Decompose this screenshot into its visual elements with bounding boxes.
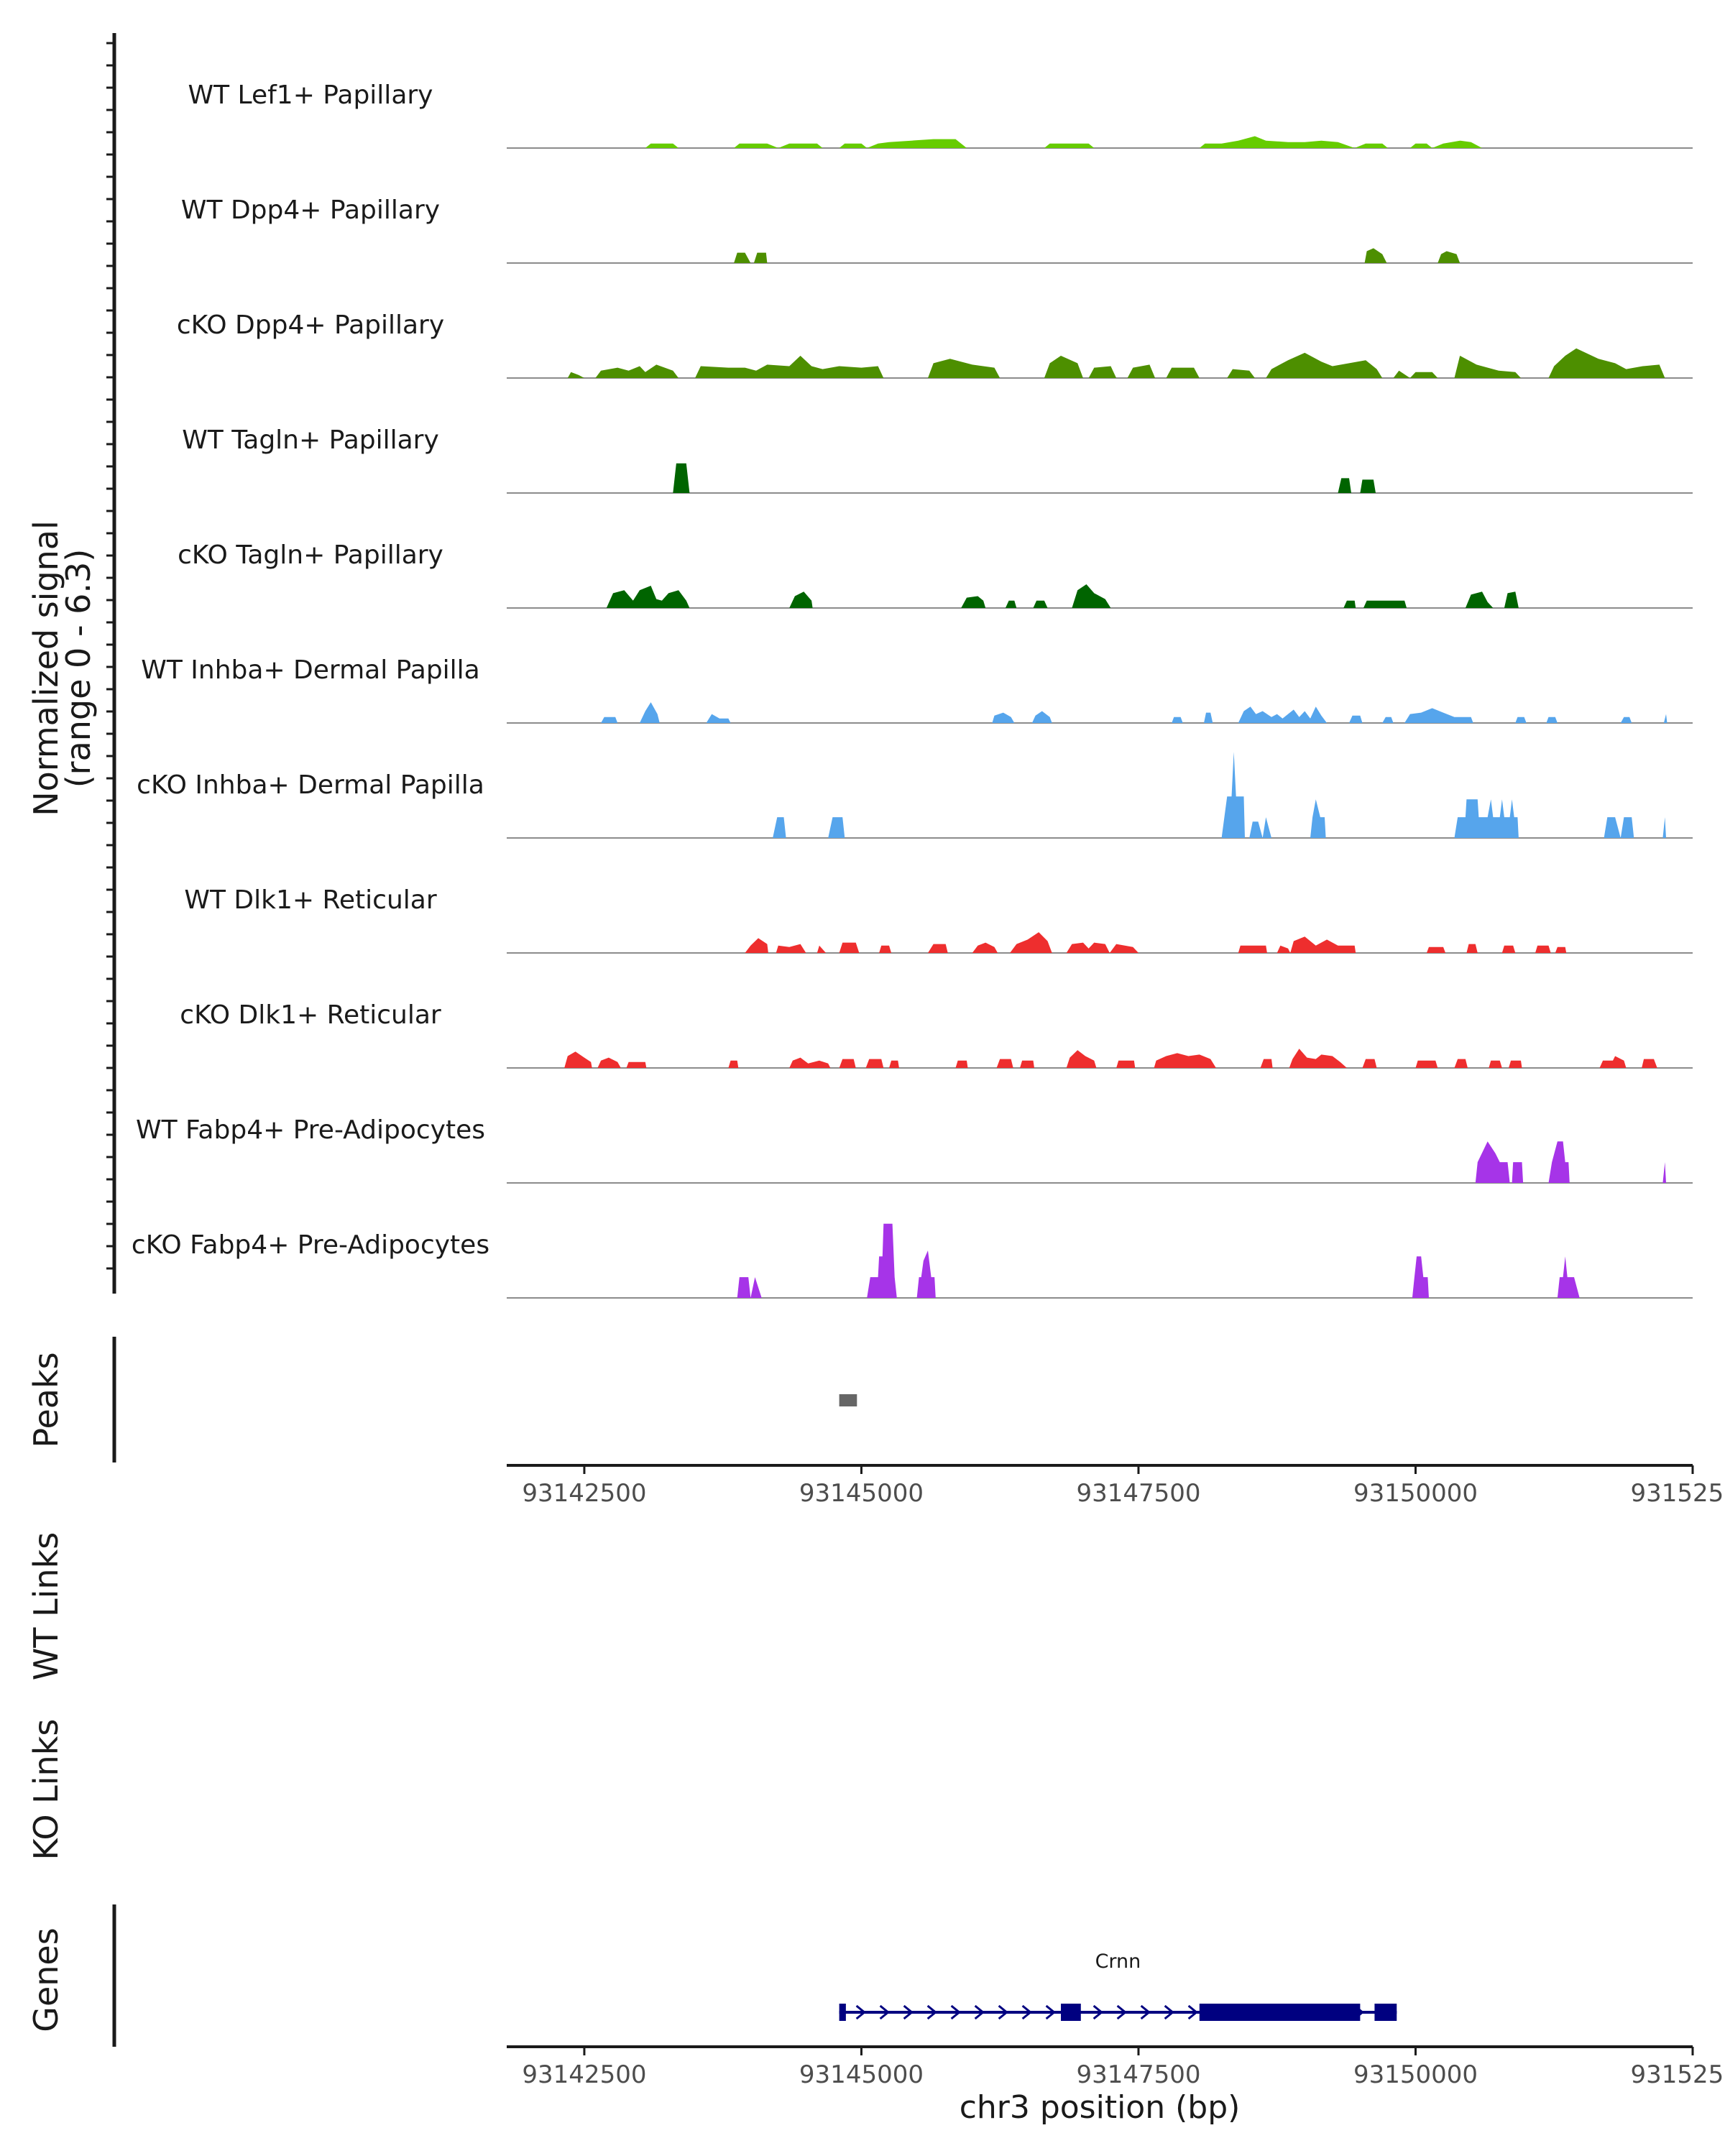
signal-axis-title: Normalized signal	[27, 520, 65, 816]
x-tick-label: 93147500	[1076, 2060, 1200, 2089]
coverage-area	[737, 1223, 1580, 1298]
gene-exon	[1061, 2004, 1081, 2021]
track-label: WT Lef1+ Papillary	[188, 80, 433, 110]
track-label: WT Fabp4+ Pre-Adipocytes	[136, 1115, 485, 1145]
x-tick-label: 93145000	[799, 2060, 924, 2089]
strand-arrow	[1164, 2004, 1174, 2020]
track-label: cKO Inhba+ Dermal Papilla	[137, 770, 484, 800]
track-2: WT Dpp4+ Papillary	[181, 195, 1693, 264]
ko-links-title: KO Links	[27, 1719, 65, 1861]
coverage-area	[595, 136, 1482, 148]
x-tick-label: 93145000	[799, 1479, 924, 1508]
track-8: WT Dlk1+ Reticular	[184, 885, 1693, 954]
strand-arrow	[1140, 2004, 1151, 2020]
coverage-area	[567, 348, 1665, 378]
gene-track: Crnn	[839, 1950, 1397, 2021]
track-label: cKO Dpp4+ Papillary	[177, 310, 444, 340]
coverage-area	[673, 463, 1376, 493]
strand-arrow	[855, 2004, 866, 2020]
track-6: WT Inhba+ Dermal Papilla	[141, 655, 1693, 724]
strand-arrow	[1045, 2004, 1056, 2020]
gene-exon	[839, 2004, 846, 2021]
strand-arrow	[926, 2004, 937, 2020]
x-tick-label: 93147500	[1076, 1479, 1200, 1508]
track-7: cKO Inhba+ Dermal Papilla	[137, 752, 1693, 839]
strand-arrow	[879, 2004, 890, 2020]
signal-axis-subtitle: (range 0 - 6.3)	[59, 549, 98, 788]
peaks-x-axis: 93142500 93145000 93147500 93150000 93152500	[522, 1465, 1725, 1508]
coverage-area	[1475, 1141, 1666, 1183]
strand-arrow	[950, 2004, 961, 2020]
wt-links-title: WT Links	[27, 1532, 65, 1680]
gene-model: Crnn	[839, 1950, 1397, 2021]
coverage-area	[564, 1049, 1657, 1068]
track-label: WT Dlk1+ Reticular	[184, 885, 436, 915]
track-9: cKO Dlk1+ Reticular	[180, 1000, 1693, 1069]
track-1: WT Lef1+ Papillary	[188, 80, 1693, 149]
track-5: cKO Tagln+ Papillary	[178, 540, 1693, 609]
gene-name-label: Crnn	[1095, 1950, 1141, 1973]
x-tick-label: 93142500	[522, 1479, 646, 1508]
genes-x-axis: 93142500 93145000 93147500 93150000 93152500	[522, 2047, 1725, 2089]
peaks-track	[839, 1394, 857, 1406]
strand-arrow	[998, 2004, 1008, 2020]
x-tick-label: 93152500	[1630, 2060, 1725, 2089]
coverage-area	[601, 702, 1668, 723]
strand-arrow	[1187, 2004, 1198, 2020]
genes-axis-title: Genes	[27, 1927, 65, 2032]
strand-arrow	[974, 2004, 985, 2020]
coverage-area	[734, 248, 1460, 263]
strand-arrow	[1021, 2004, 1032, 2020]
track-label: cKO Fabp4+ Pre-Adipocytes	[132, 1230, 489, 1260]
x-tick-label: 93142500	[522, 2060, 646, 2089]
coverage-tracks: WT Lef1+ Papillary WT Dpp4+ Papillary cKO …	[132, 80, 1693, 1299]
track-3: cKO Dpp4+ Papillary	[177, 310, 1693, 379]
coverage-area	[606, 584, 1519, 608]
x-tick-label: 93150000	[1353, 2060, 1478, 2089]
coverage-area	[773, 752, 1666, 838]
peaks-axis-title: Peaks	[27, 1352, 65, 1447]
track-label: cKO Tagln+ Papillary	[178, 540, 443, 570]
x-tick-label: 93152500	[1630, 1479, 1725, 1508]
gene-exon	[1374, 2004, 1397, 2021]
track-11: cKO Fabp4+ Pre-Adipocytes	[132, 1223, 1693, 1299]
gene-exon	[1199, 2004, 1361, 2021]
strand-arrow	[1116, 2004, 1127, 2020]
peak-region	[839, 1394, 857, 1406]
track-label: WT Dpp4+ Papillary	[181, 195, 440, 225]
track-10: WT Fabp4+ Pre-Adipocytes	[136, 1115, 1693, 1184]
signal-axis-ticks	[106, 42, 114, 1270]
track-label: WT Inhba+ Dermal Papilla	[141, 655, 479, 685]
x-axis-title: chr3 position (bp)	[960, 2089, 1241, 2126]
track-4: WT Tagln+ Papillary	[182, 425, 1693, 494]
strand-arrow	[903, 2004, 914, 2020]
coverage-area	[745, 932, 1567, 953]
track-label: cKO Dlk1+ Reticular	[180, 1000, 441, 1030]
strand-arrow	[1092, 2004, 1103, 2020]
x-tick-label: 93150000	[1353, 1479, 1478, 1508]
track-label: WT Tagln+ Papillary	[182, 425, 439, 455]
